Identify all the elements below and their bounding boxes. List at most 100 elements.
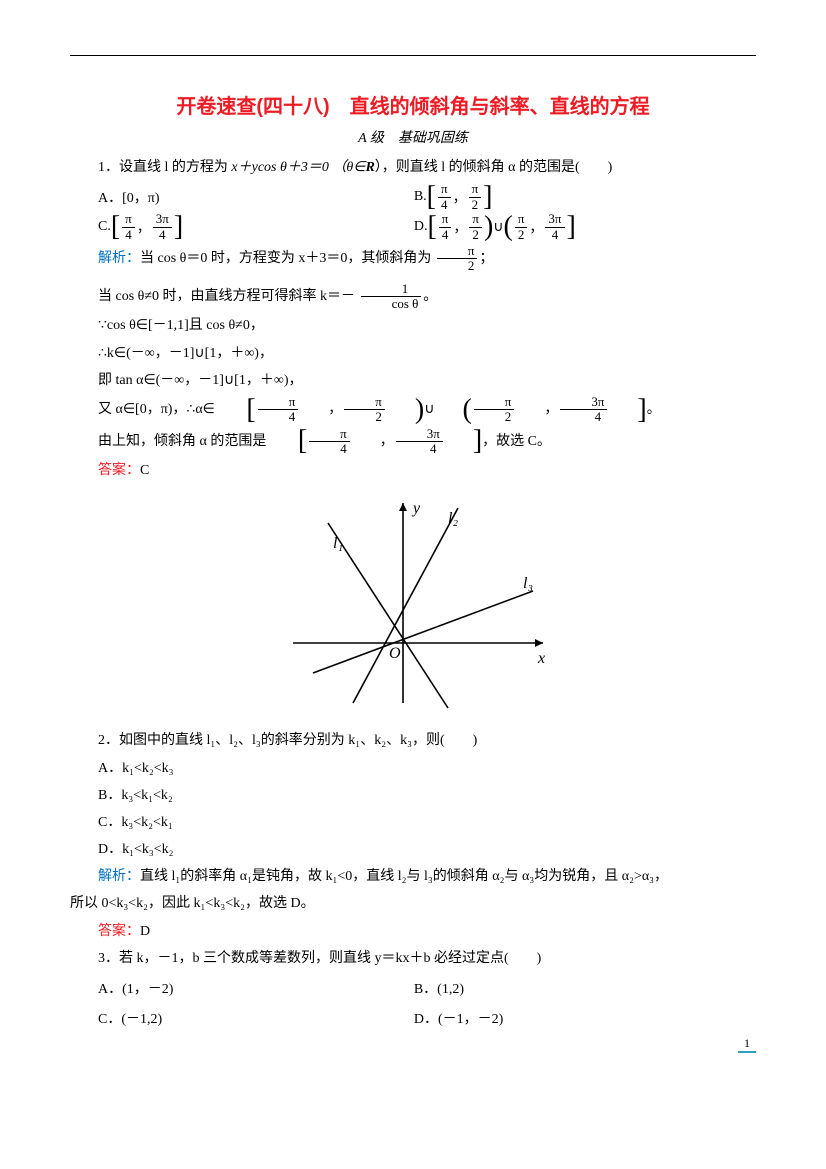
frac-num: π (344, 395, 385, 410)
frac-num: π (309, 427, 350, 442)
answer-text: C (140, 463, 149, 478)
analysis-text: 直线 l₁的斜率角 α₁是钝角，故 k₁<0，直线 l₂与 l₃的倾斜角 α₂与… (140, 869, 668, 884)
analysis-text: 当 cos θ＝0 时，方程变为 x＋3＝0，其倾斜角为 (140, 251, 431, 266)
frac-den: 4 (439, 228, 452, 242)
frac-den: 2 (437, 259, 478, 273)
page-title: 开卷速查(四十八) 直线的倾斜角与斜率、直线的方程 (70, 90, 756, 119)
q1-stem-suffix: ），则直线 l 的倾斜角 α 的范围是( ) (375, 160, 613, 175)
figure-svg: yxOl₁l₂l₃ (263, 493, 563, 713)
analysis-text: 。 (423, 289, 437, 304)
frac-den: 4 (545, 228, 564, 242)
q1-analysis-1: 解析：当 cos θ＝0 时，方程变为 x＋3＝0，其倾斜角为 π2； (70, 244, 756, 274)
bracket-a2: ( π2 ， 3π4 ] (434, 395, 646, 425)
bracket-a3: [ π4 ， 3π4 ] (270, 427, 482, 457)
q2-optA: A．k₁<k₂<k₃ (70, 756, 756, 781)
frac-den: 4 (122, 228, 135, 242)
svg-text:l₁: l₁ (333, 535, 343, 552)
frac-num: π (474, 395, 515, 410)
q1-stem-prefix: 1．设直线 l 的方程为 (98, 160, 228, 175)
q1-stem-eq: x＋ycos θ＋3＝0 （θ∈ (228, 160, 366, 175)
q1-options: A．[0，π) B. [ π4 ， π2 ] C. [ π4 ， 3π4 ] D… (98, 182, 756, 242)
q1-analysis-6: 又 α∈[0，π)，∴α∈ [ π4 ， π2 ) ∪ ( π2 ， 3π4 ]… (70, 395, 756, 425)
optA-text: A．[0，π) (98, 187, 160, 207)
bracket-D: [ π4 ， π2 ) (427, 212, 493, 242)
analysis-text: 由上知，倾斜角 α 的范围是 (98, 434, 266, 449)
q1-analysis-3: ∵cos θ∈[－1,1]且 cos θ≠0， (70, 313, 756, 338)
frac-num: π (515, 212, 528, 227)
frac-num: π (438, 182, 451, 197)
frac-costheta: 1cos θ (361, 282, 422, 312)
q1-analysis-7: 由上知，倾斜角 α 的范围是 [ π4 ， 3π4 ] ，故选 C。 (70, 427, 756, 457)
frac-den: 4 (258, 410, 299, 424)
q2-analysis-1: 解析：直线 l₁的斜率角 α₁是钝角，故 k₁<0，直线 l₂与 l₃的倾斜角 … (70, 864, 756, 889)
frac-den: 4 (153, 228, 172, 242)
q1-analysis-2: 当 cos θ≠0 时，由直线方程可得斜率 k＝－ 1cos θ。 (70, 282, 756, 312)
svg-text:x: x (537, 650, 545, 667)
q1-optB: B. [ π4 ， π2 ] (414, 182, 730, 212)
frac-den: 2 (344, 410, 385, 424)
frac-num: 3π (560, 395, 607, 410)
frac-den: 4 (396, 442, 443, 456)
q1-optD: D. [ π4 ， π2 ) ∪ ( π2 ， 3π4 ] (414, 212, 730, 242)
svg-text:O: O (389, 645, 401, 662)
frac-den: 4 (309, 442, 350, 456)
optD-text: D. (414, 219, 428, 235)
frac-den: 2 (469, 198, 482, 212)
frac-den: 2 (474, 410, 515, 424)
subtitle: A 级 基础巩固练 (70, 127, 756, 147)
frac-num: π (258, 395, 299, 410)
q1-stem-set: R (365, 160, 374, 175)
bracket-C: [ π4 ， 3π4 ] (111, 212, 183, 242)
frac-den: 2 (469, 228, 482, 242)
q1-optC: C. [ π4 ， 3π4 ] (98, 212, 414, 242)
analysis-text: ，故选 C。 (482, 434, 551, 449)
frac-den: 2 (515, 228, 528, 242)
frac-num: 1 (361, 282, 422, 297)
frac-den: cos θ (361, 297, 422, 311)
q2-analysis-2: 所以 0<k₃<k₂，因此 k₁<k₃<k₂，故选 D。 (70, 891, 756, 916)
q3-stem: 3．若 k，－1，b 三个数成等差数列，则直线 y＝kx＋b 必经过定点( ) (70, 946, 756, 971)
q1-answer: 答案：C (70, 458, 756, 483)
frac-num: 3π (396, 427, 443, 442)
q2-answer: 答案：D (70, 919, 756, 944)
analysis-text: 当 cos θ≠0 时，由直线方程可得斜率 k＝－ (98, 289, 355, 304)
q1-optA: A．[0，π) (98, 182, 414, 212)
analysis-label: 解析： (98, 251, 140, 266)
analysis-text: 又 α∈[0，π)，∴α∈ (98, 402, 215, 417)
frac-num: π (437, 244, 478, 259)
frac-den: 4 (560, 410, 607, 424)
q2-optD: D．k₁<k₃<k₂ (70, 837, 756, 862)
analysis-label: 解析： (98, 869, 140, 884)
q1-analysis-5: 即 tan α∈(－∞，－1]∪[1，＋∞)， (70, 368, 756, 393)
frac-num: 3π (545, 212, 564, 227)
q1-analysis-4: ∴k∈(－∞，－1]∪[1，＋∞)， (70, 341, 756, 366)
q3-options: A．(1，－2) B．(1,2) C．(－1,2) D．(－1，－2) (98, 973, 756, 1033)
frac-num: π (439, 212, 452, 227)
figure-lines: yxOl₁l₂l₃ (70, 493, 756, 718)
q2-optB: B．k₃<k₁<k₂ (70, 783, 756, 808)
frac-num: π (122, 212, 135, 227)
answer-text: D (140, 924, 150, 939)
frac-pi2: π2 (437, 244, 478, 274)
svg-text:l₃: l₃ (523, 575, 533, 592)
level-label: A 级 (358, 131, 384, 146)
frac-num: 3π (153, 212, 172, 227)
optB-text: B. (414, 189, 427, 205)
frac-num: π (469, 182, 482, 197)
q3-optD: D．(－1，－2) (414, 1003, 730, 1033)
bracket-B: [ π4 ， π2 ] (427, 182, 493, 212)
frac-den: 4 (438, 198, 451, 212)
bracket-a1: [ π4 ， π2 ) (218, 395, 424, 425)
analysis-text: 。 (647, 402, 661, 417)
q3-optC: C．(－1,2) (98, 1003, 414, 1033)
answer-label: 答案： (98, 924, 140, 939)
analysis-text: ； (479, 251, 493, 266)
q3-optB: B．(1,2) (414, 973, 730, 1003)
subtitle-text: 基础巩固练 (398, 131, 468, 146)
frac-num: π (469, 212, 482, 227)
optC-text: C. (98, 219, 111, 235)
q3-optA: A．(1，－2) (98, 973, 414, 1003)
q2-optC: C．k₃<k₂<k₁ (70, 810, 756, 835)
svg-text:l₂: l₂ (448, 510, 458, 527)
bracket-D2: ( π2 ， 3π4 ] (504, 212, 576, 242)
